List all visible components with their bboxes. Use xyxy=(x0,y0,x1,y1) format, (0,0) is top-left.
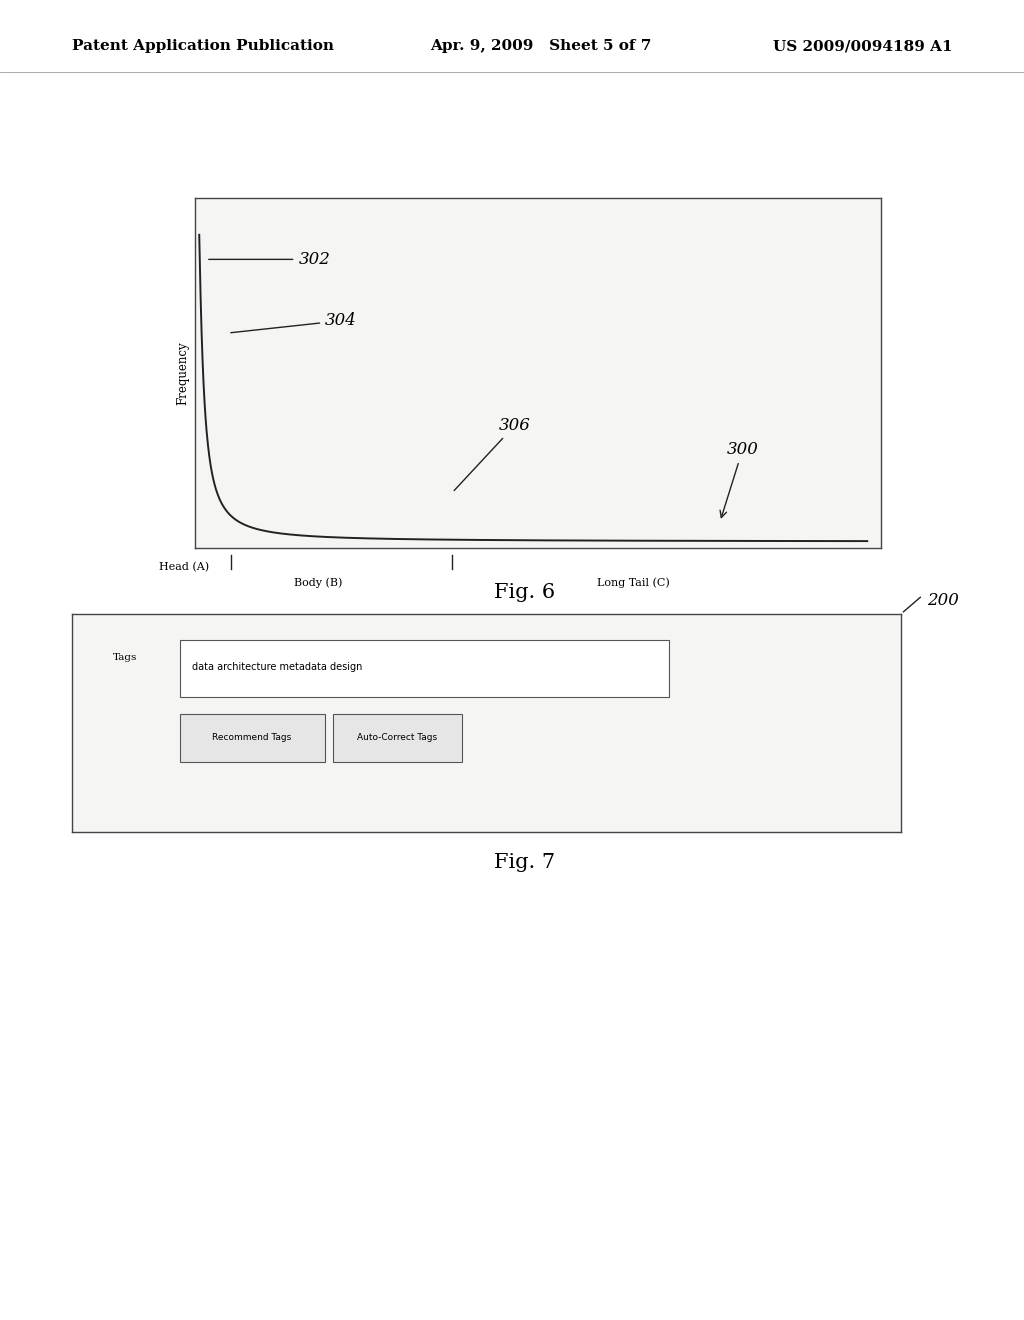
Text: 300: 300 xyxy=(720,441,759,517)
Bar xyxy=(333,714,462,762)
Text: Tags: Tags xyxy=(114,653,137,661)
Bar xyxy=(179,714,325,762)
Text: Recommend Tags: Recommend Tags xyxy=(212,734,292,742)
Text: 200: 200 xyxy=(927,593,958,609)
Text: Fig. 7: Fig. 7 xyxy=(494,853,555,871)
Text: 302: 302 xyxy=(209,251,330,268)
Y-axis label: Frequency: Frequency xyxy=(176,341,189,405)
Text: 304: 304 xyxy=(230,313,357,333)
Text: Apr. 9, 2009   Sheet 5 of 7: Apr. 9, 2009 Sheet 5 of 7 xyxy=(430,40,651,53)
Text: Head (A): Head (A) xyxy=(159,562,209,573)
Text: 306: 306 xyxy=(455,417,531,491)
Text: Fig. 6: Fig. 6 xyxy=(494,583,555,602)
Bar xyxy=(179,640,669,697)
Text: Patent Application Publication: Patent Application Publication xyxy=(72,40,334,53)
Text: Long Tail (C): Long Tail (C) xyxy=(597,578,670,589)
Text: data architecture metadata design: data architecture metadata design xyxy=(191,663,362,672)
Text: Auto-Correct Tags: Auto-Correct Tags xyxy=(357,734,437,742)
Text: US 2009/0094189 A1: US 2009/0094189 A1 xyxy=(773,40,952,53)
Text: Body (B): Body (B) xyxy=(294,578,343,589)
